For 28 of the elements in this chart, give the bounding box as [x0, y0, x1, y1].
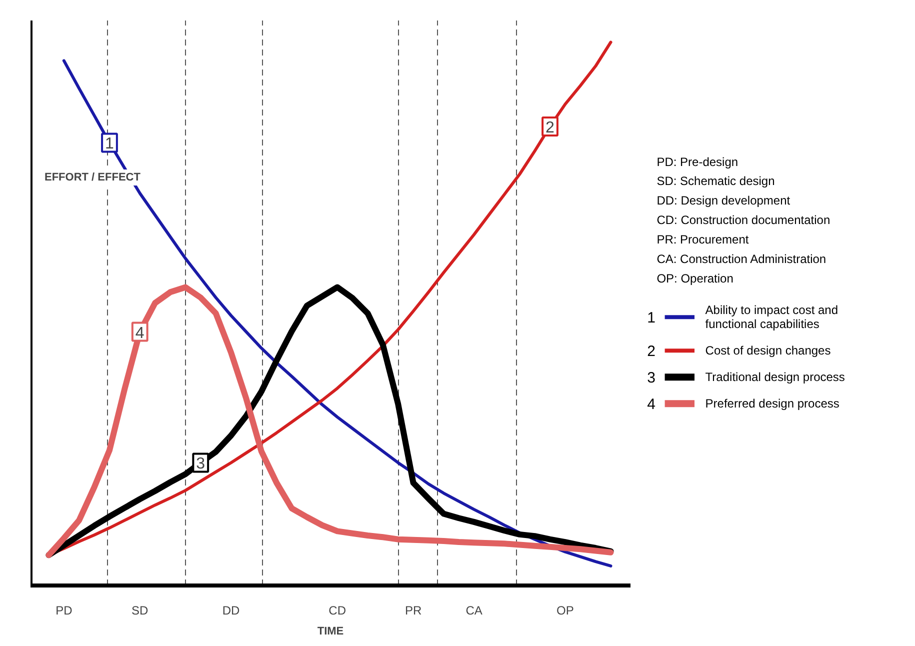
- text: 2: [647, 343, 656, 360]
- annotation: 3: [196, 456, 206, 473]
- x-axis-title: TIME: [317, 626, 344, 638]
- text: 3: [647, 370, 656, 387]
- text: SD: Schematic design: [656, 174, 775, 188]
- text: 1: [647, 310, 656, 327]
- x-tick-label: PD: [56, 604, 73, 618]
- text: PR: Procurement: [656, 232, 750, 246]
- legend-label: Ability to impact cost and functional capabilities: [705, 303, 838, 332]
- x-tick-label: CD: [328, 604, 346, 618]
- legend-label: Traditional design process: [705, 370, 845, 384]
- x-tick-label: OP: [556, 604, 574, 618]
- text: PD: Pre-design: [656, 154, 738, 169]
- x-tick-label: PR: [404, 604, 422, 618]
- text: OP: Operation: [656, 271, 734, 286]
- legend-label: Cost of design changes: [705, 344, 831, 358]
- text: CD: Construction documentation: [656, 213, 830, 228]
- x-tick-label: CA: [466, 604, 482, 618]
- annotation: 2: [546, 119, 555, 136]
- x-tick-label: SD: [132, 604, 149, 618]
- text: 4: [647, 396, 656, 414]
- y-axis-title: EFFORT / EFFECT: [44, 172, 141, 184]
- annotation: 1: [105, 136, 114, 153]
- text: CA: Construction Administration: [656, 252, 826, 266]
- x-tick-label: DD: [222, 604, 240, 618]
- legend-label: Preferred design process: [705, 396, 840, 411]
- text: DD: Design development: [656, 194, 791, 208]
- annotation: 4: [135, 324, 144, 342]
